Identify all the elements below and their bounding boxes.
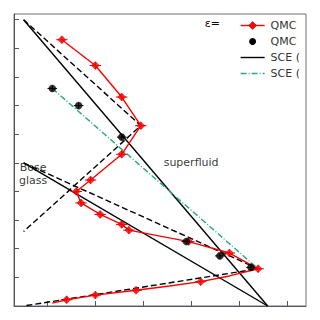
svg-text:QMC: QMC	[271, 19, 300, 32]
svg-text:superfluid: superfluid	[164, 156, 219, 169]
svg-text:QMC: QMC	[271, 35, 300, 48]
svg-text:SCE (: SCE (	[271, 51, 300, 64]
svg-text:Bose: Bose	[20, 161, 47, 174]
svg-text:ε=: ε=	[205, 17, 220, 30]
svg-text:glass: glass	[19, 174, 48, 187]
svg-text:SCE (: SCE (	[271, 67, 300, 80]
